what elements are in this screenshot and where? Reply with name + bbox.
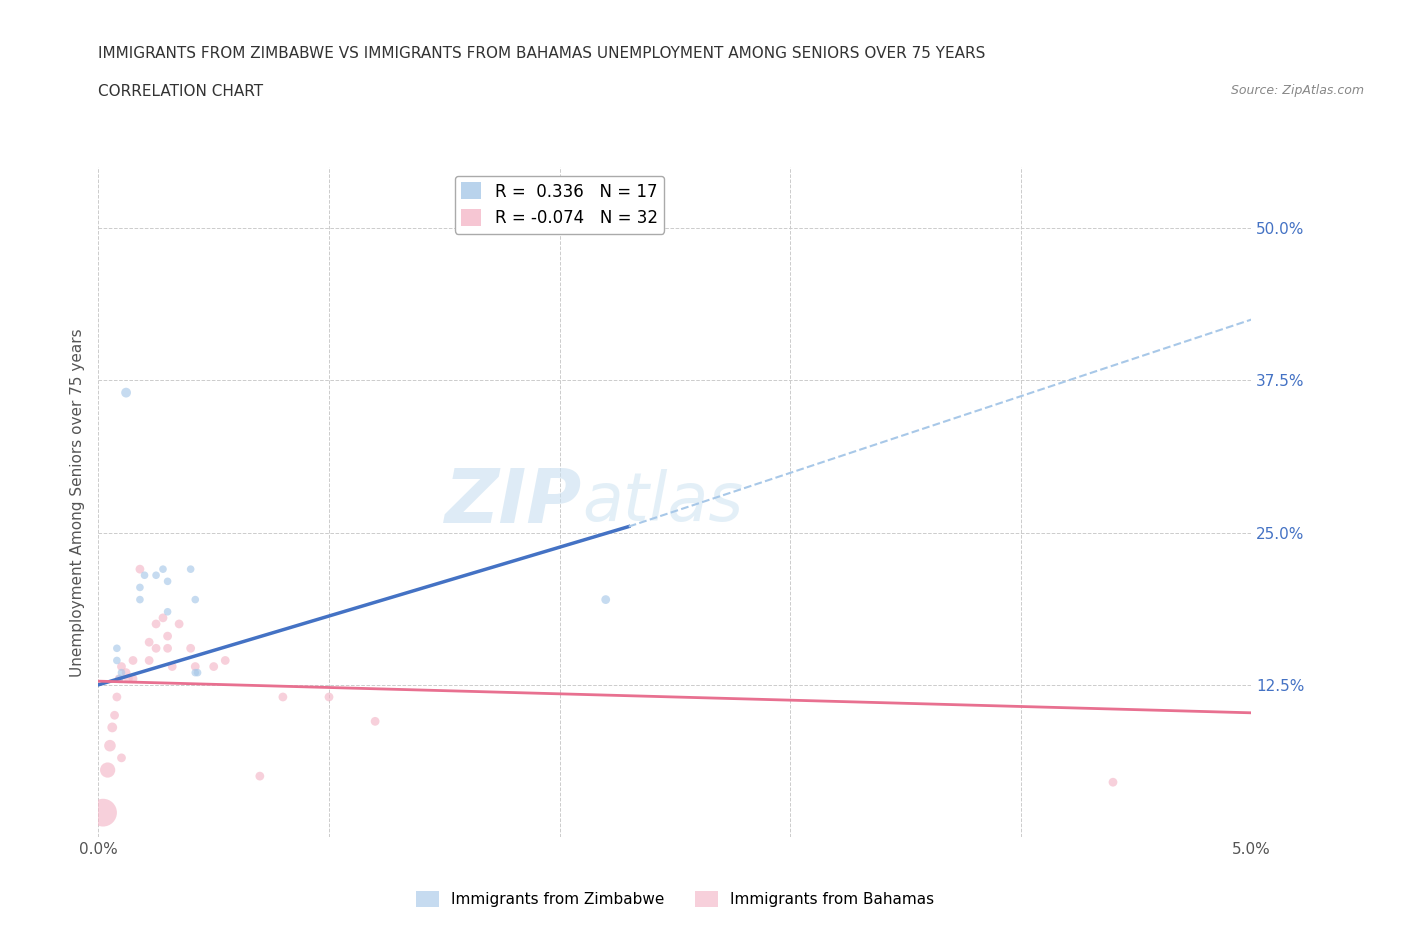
Point xyxy=(145,568,167,583)
Point xyxy=(138,653,160,668)
Point xyxy=(101,720,124,735)
Point xyxy=(595,592,617,607)
Point xyxy=(110,751,132,765)
Point xyxy=(152,562,174,577)
Point xyxy=(156,604,179,619)
Point xyxy=(122,653,145,668)
Point xyxy=(167,617,190,631)
Text: atlas: atlas xyxy=(582,470,744,535)
Point xyxy=(318,689,340,704)
Point xyxy=(91,805,114,820)
Point xyxy=(129,592,152,607)
Point xyxy=(134,568,156,583)
Point xyxy=(152,610,174,625)
Point xyxy=(108,671,131,686)
Point xyxy=(122,671,145,686)
Point xyxy=(110,659,132,674)
Point xyxy=(97,763,120,777)
Point xyxy=(105,641,128,656)
Point xyxy=(145,617,167,631)
Point xyxy=(105,653,128,668)
Point xyxy=(271,689,294,704)
Legend: R =  0.336   N = 17, R = -0.074   N = 32: R = 0.336 N = 17, R = -0.074 N = 32 xyxy=(454,176,665,233)
Point xyxy=(180,562,202,577)
Point xyxy=(156,574,179,589)
Point xyxy=(184,665,207,680)
Point xyxy=(214,653,236,668)
Point xyxy=(156,641,179,656)
Point xyxy=(160,659,183,674)
Point xyxy=(129,580,152,595)
Point xyxy=(103,708,125,723)
Text: IMMIGRANTS FROM ZIMBABWE VS IMMIGRANTS FROM BAHAMAS UNEMPLOYMENT AMONG SENIORS O: IMMIGRANTS FROM ZIMBABWE VS IMMIGRANTS F… xyxy=(98,46,986,61)
Point xyxy=(249,769,271,784)
Point xyxy=(187,665,209,680)
Text: ZIP: ZIP xyxy=(446,466,582,538)
Point xyxy=(1102,775,1125,790)
Legend: Immigrants from Zimbabwe, Immigrants from Bahamas: Immigrants from Zimbabwe, Immigrants fro… xyxy=(409,884,941,913)
Point xyxy=(145,641,167,656)
Point xyxy=(184,659,207,674)
Y-axis label: Unemployment Among Seniors over 75 years: Unemployment Among Seniors over 75 years xyxy=(70,328,86,676)
Point xyxy=(156,629,179,644)
Point xyxy=(98,738,121,753)
Point xyxy=(202,659,225,674)
Text: Source: ZipAtlas.com: Source: ZipAtlas.com xyxy=(1230,84,1364,97)
Point xyxy=(364,714,387,729)
Point xyxy=(184,592,207,607)
Text: CORRELATION CHART: CORRELATION CHART xyxy=(98,84,263,99)
Point xyxy=(129,562,152,577)
Point xyxy=(105,689,128,704)
Point xyxy=(110,665,132,680)
Point xyxy=(108,671,131,686)
Point xyxy=(117,671,139,686)
Point xyxy=(138,635,160,650)
Point xyxy=(115,665,138,680)
Point xyxy=(180,641,202,656)
Point xyxy=(115,385,138,400)
